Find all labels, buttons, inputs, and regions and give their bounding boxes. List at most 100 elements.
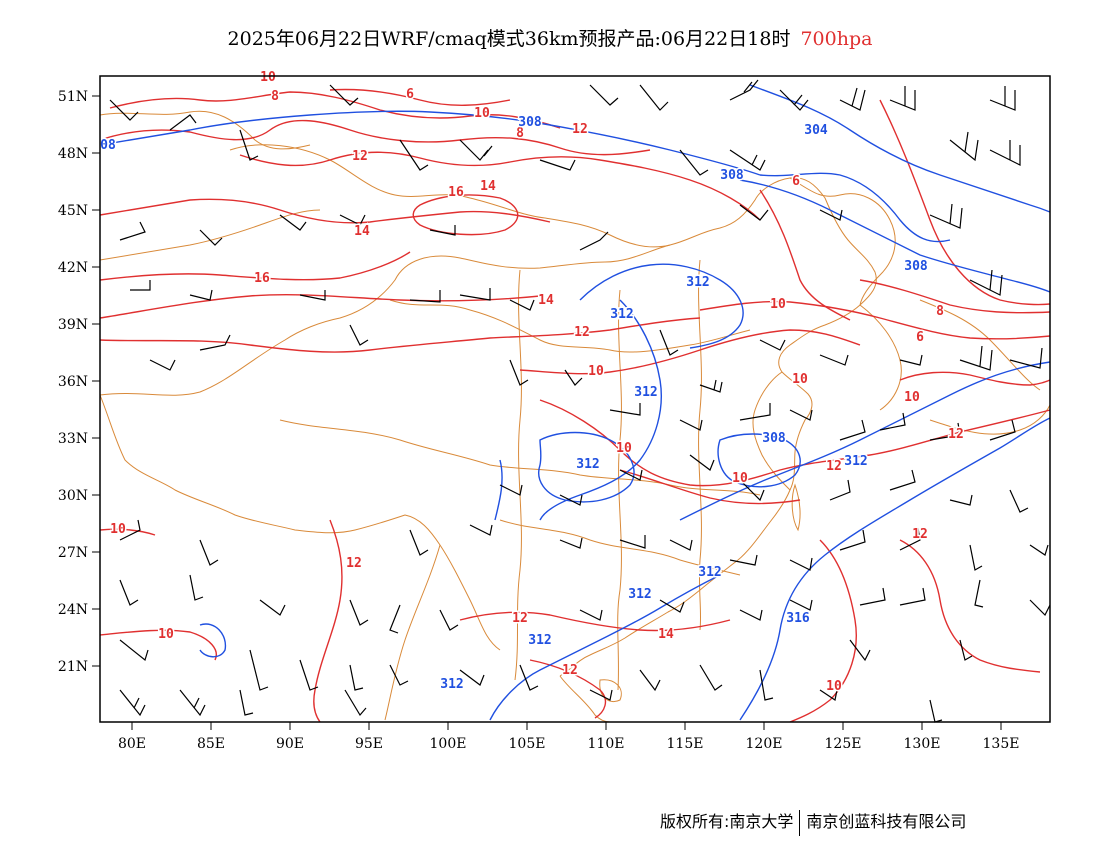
wind-barb: [1029, 544, 1049, 556]
lat-label: 36N: [58, 374, 88, 390]
wind-barb: [889, 86, 916, 111]
wind-barb: [119, 579, 139, 606]
wind-barb: [659, 599, 685, 613]
wind-barb: [729, 554, 758, 566]
geopotential-label: 08: [100, 138, 116, 153]
temperature-label: 10: [588, 364, 604, 379]
temperature-label: 16: [448, 185, 464, 200]
wind-barb: [759, 669, 774, 701]
wind-barb: [969, 269, 1003, 296]
lat-label: 45N: [58, 203, 88, 219]
wind-barb: [839, 419, 866, 441]
geopotential-label: 304: [804, 123, 828, 138]
wind-barb: [1009, 347, 1043, 369]
geo-contour-316-east: [739, 417, 1051, 721]
temperature-label: 12: [352, 149, 368, 164]
wind-barb: [579, 609, 603, 621]
wind-barb: [109, 99, 139, 121]
wind-barb: [349, 664, 364, 691]
temperature-label: 10: [158, 627, 174, 642]
temp-contour-12-mid: [99, 317, 701, 353]
geopotential-label: 308: [762, 431, 786, 446]
lon-label: 110E: [588, 736, 625, 752]
wind-barb: [699, 379, 723, 393]
temperature-label: 6: [406, 87, 414, 102]
wind-barb: [849, 639, 871, 662]
lon-label: 90E: [276, 736, 304, 752]
wind-barb: [989, 140, 1021, 166]
china-west-border: [99, 394, 501, 651]
lat-label: 30N: [58, 488, 88, 504]
province-lines-central: [279, 419, 761, 496]
wind-barb: [989, 86, 1016, 111]
wind-barb: [839, 529, 866, 551]
russia-border: [99, 110, 311, 150]
wind-barb: [459, 669, 485, 686]
wind-barb: [739, 479, 765, 502]
geo-contour-312-east: [679, 361, 1051, 521]
wind-barb: [669, 539, 693, 551]
wind-barb: [459, 288, 491, 301]
wind-barb: [439, 609, 459, 631]
temperature-label: 8: [271, 89, 279, 104]
chart-title: 2025年06月22日WRF/cmaq模式36km预报产品:06月22日18时 7…: [0, 24, 1100, 51]
geopotential-label: 312: [634, 385, 657, 400]
wind-barb: [729, 149, 766, 171]
lon-label: 135E: [983, 736, 1020, 752]
wind-barb: [819, 689, 838, 701]
wind-barb: [559, 494, 583, 506]
wind-barb: [679, 149, 709, 176]
geo-contour-308-mid: [717, 433, 801, 488]
temperature-label: 14: [658, 627, 674, 642]
wind-barb: [974, 579, 984, 608]
wind-barb: [889, 469, 916, 491]
geo-contour-312-west: [494, 459, 503, 521]
wind-barb: [509, 299, 535, 311]
wind-barb: [199, 539, 219, 566]
lat-label: 48N: [58, 146, 88, 162]
temperature-label: 16: [254, 271, 270, 286]
longitude-ticks: 80E 85E 90E 95E 100E 105E 110E 115E 120E 125E 130E…: [118, 722, 1020, 752]
latitude-ticks: 51N 48N 45N 42N 39N 36N 33N 30N 27N 24N 21N: [58, 89, 100, 675]
geopotential-label: 312: [698, 565, 721, 580]
temp-contour-10-sea: [789, 539, 857, 723]
temperature-label: 10: [770, 297, 786, 312]
wind-barb: [189, 289, 213, 301]
wind-barb: [564, 369, 583, 386]
geo-contour-308-ne: [739, 179, 1051, 293]
wind-barb: [329, 84, 359, 106]
temp-contour-14-mid: [99, 293, 541, 319]
temperature-label: 10: [616, 441, 632, 456]
geo-contour-304: [749, 84, 1051, 213]
temperature-label: 12: [572, 122, 588, 137]
wind-barb: [899, 587, 926, 606]
geo-contour-312-north: [579, 263, 744, 349]
lon-label: 130E: [904, 736, 941, 752]
footer-left: 版权所有:南京大学: [660, 812, 794, 831]
lon-label: 95E: [355, 736, 383, 752]
wind-barb: [119, 221, 146, 241]
wind-barb: [119, 519, 141, 541]
wind-barb: [949, 131, 979, 162]
lon-label: 105E: [509, 736, 546, 752]
temperature-label: 12: [826, 459, 842, 474]
province-lines-south: [499, 519, 741, 576]
wind-barb: [399, 139, 429, 171]
wind-barb: [169, 114, 197, 131]
wind-barb: [689, 454, 715, 471]
wind-barb: [519, 664, 539, 691]
copyright-footer: 版权所有:南京大学 南京创蓝科技有限公司: [660, 808, 966, 836]
geopotential-label: 312: [628, 587, 651, 602]
temperature-label: 10: [110, 522, 126, 537]
lat-label: 24N: [58, 602, 88, 618]
geopotential-label: 312: [528, 633, 551, 648]
wind-barb: [989, 419, 1016, 441]
wind-barb: [639, 669, 661, 692]
wind-barb: [1029, 599, 1051, 617]
wind-barb: [119, 689, 146, 717]
province-lines-north: [389, 299, 751, 353]
wind-barb: [899, 527, 921, 551]
wind-barb: [249, 649, 269, 691]
wind-barb: [959, 345, 993, 371]
